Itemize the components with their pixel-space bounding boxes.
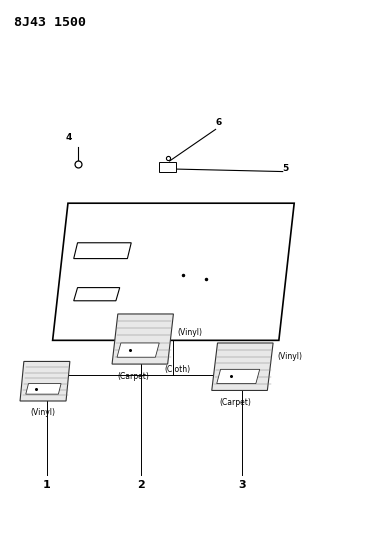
Polygon shape: [74, 288, 120, 301]
Polygon shape: [217, 369, 260, 384]
Text: 3: 3: [238, 480, 246, 490]
Text: (Carpet): (Carpet): [219, 398, 251, 407]
Polygon shape: [117, 343, 159, 357]
Polygon shape: [53, 203, 294, 341]
Text: 2: 2: [137, 480, 145, 490]
Text: 6: 6: [216, 118, 222, 127]
Polygon shape: [74, 243, 131, 259]
Text: (Vinyl): (Vinyl): [177, 328, 202, 337]
Polygon shape: [26, 384, 61, 394]
Text: 1: 1: [43, 480, 51, 490]
Text: 5: 5: [283, 164, 289, 173]
Text: (Cloth): (Cloth): [165, 365, 191, 374]
Text: (Carpet): (Carpet): [118, 372, 150, 381]
Text: (Vinyl): (Vinyl): [277, 352, 302, 361]
Text: (Vinyl): (Vinyl): [31, 408, 56, 417]
Polygon shape: [112, 314, 173, 364]
Polygon shape: [212, 343, 273, 391]
Text: 8J43 1500: 8J43 1500: [14, 16, 86, 29]
Text: 4: 4: [65, 133, 72, 142]
Bar: [159, 162, 176, 172]
Polygon shape: [20, 361, 70, 401]
